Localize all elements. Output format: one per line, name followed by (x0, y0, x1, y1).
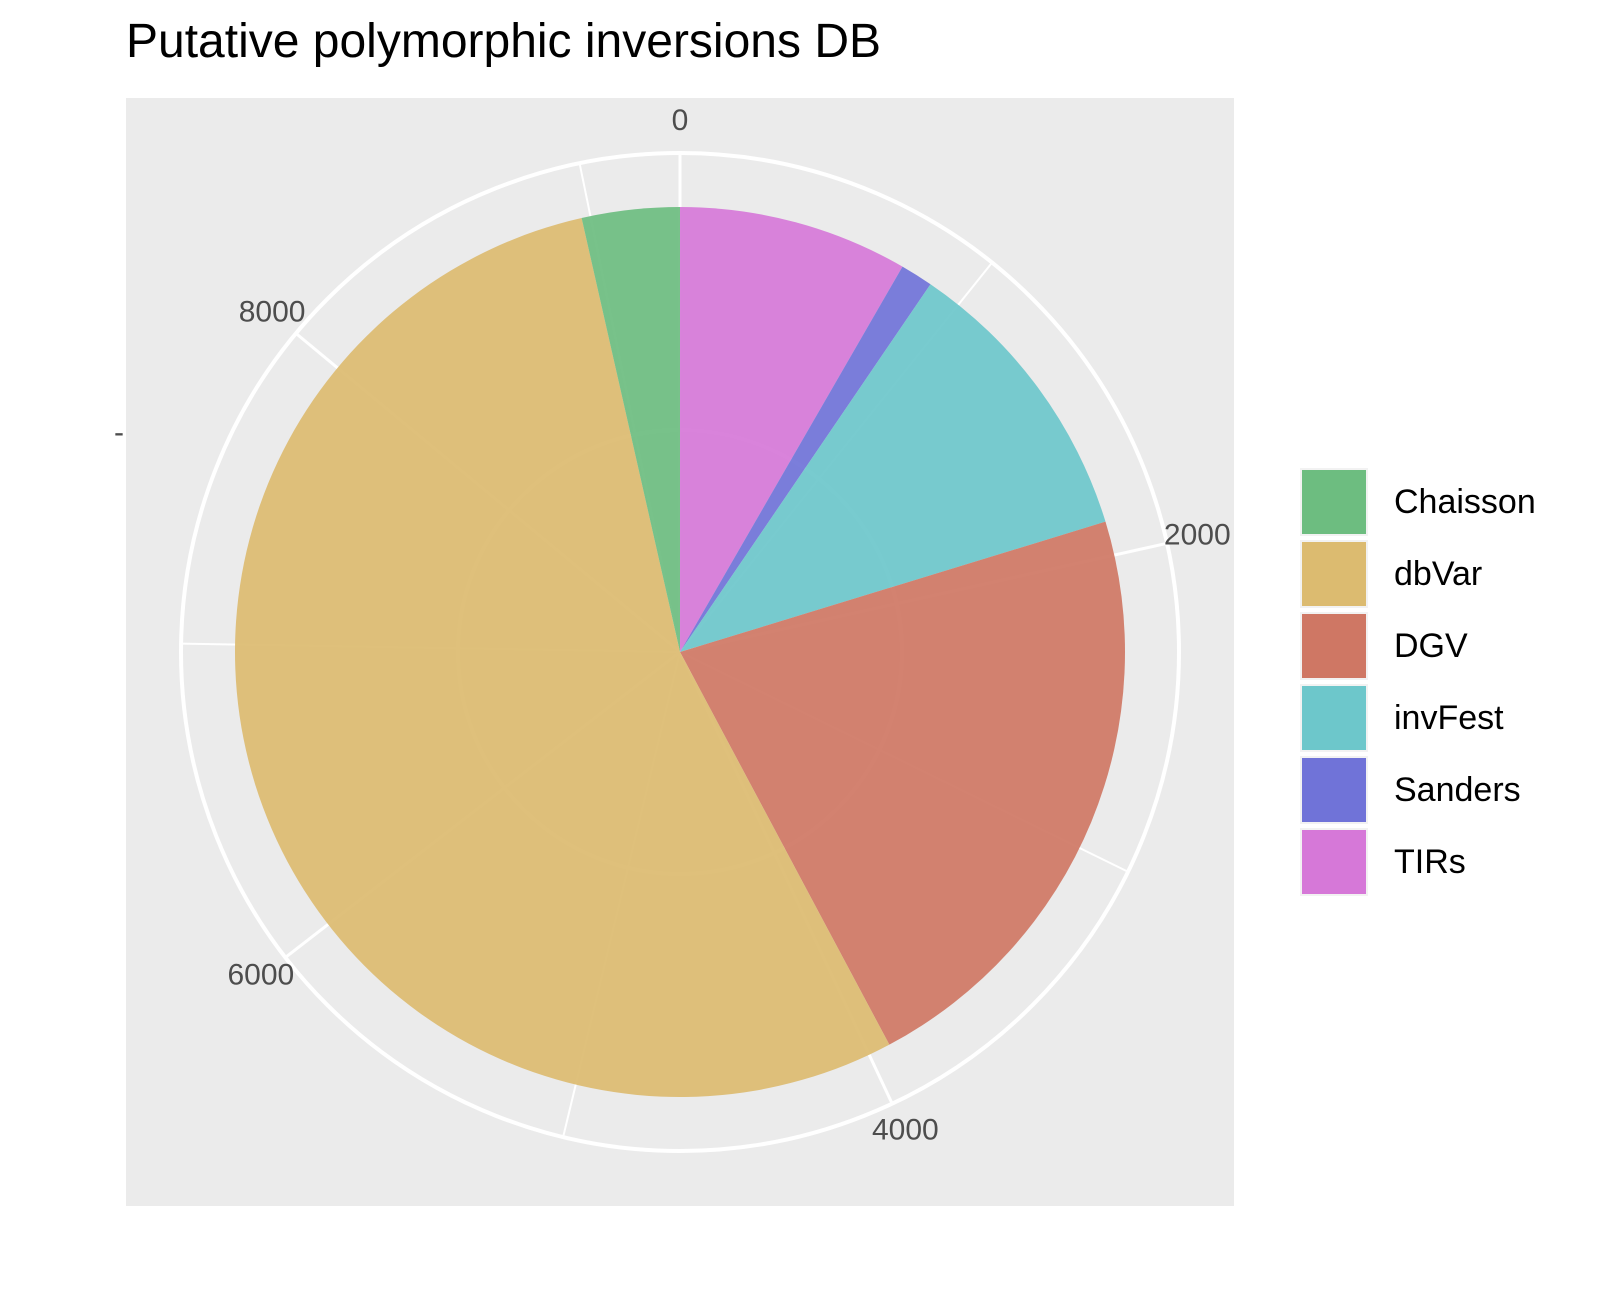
legend-swatch (1300, 828, 1368, 896)
legend-swatch (1300, 756, 1368, 824)
label-layer: 0 2000 4000 6000 8000 (228, 104, 1231, 1147)
legend-label: TIRs (1394, 842, 1466, 881)
y-tick-label: - (114, 416, 124, 449)
legend-swatch (1300, 540, 1368, 608)
legend-item-dbvar: dbVar (1298, 538, 1536, 610)
angle-tick-label: 4000 (872, 1114, 939, 1147)
slice-invfest (680, 284, 1106, 652)
slice-sanders (680, 266, 931, 652)
legend-label: DGV (1394, 626, 1468, 665)
angle-tick-label: 8000 (239, 296, 306, 329)
legend-item-invfest: invFest (1298, 682, 1536, 754)
legend-item-dgv: DGV (1298, 610, 1536, 682)
slice-chaisson (581, 207, 680, 652)
slice-tirs (680, 207, 903, 652)
legend-label: Sanders (1394, 770, 1521, 809)
slice-dbvar (234, 218, 890, 1098)
legend-item-sanders: Sanders (1298, 754, 1536, 826)
slice-dgv (680, 521, 1125, 1045)
legend-label: invFest (1394, 698, 1504, 737)
legend-label: Chaisson (1394, 482, 1536, 521)
legend-swatch (1300, 468, 1368, 536)
legend: Chaisson dbVar DGV invFest Sanders TIRs (1298, 466, 1536, 898)
legend-item-tirs: TIRs (1298, 826, 1536, 898)
legend-swatch (1300, 612, 1368, 680)
angle-tick-label: 2000 (1164, 518, 1231, 551)
legend-swatch (1300, 684, 1368, 752)
legend-label: dbVar (1394, 554, 1483, 593)
slice-layer (234, 207, 1125, 1098)
legend-item-chaisson: Chaisson (1298, 466, 1536, 538)
angle-tick-label: 6000 (228, 958, 295, 991)
chart-title: Putative polymorphic inversions DB (126, 15, 881, 68)
angle-tick-label: 0 (672, 104, 689, 137)
